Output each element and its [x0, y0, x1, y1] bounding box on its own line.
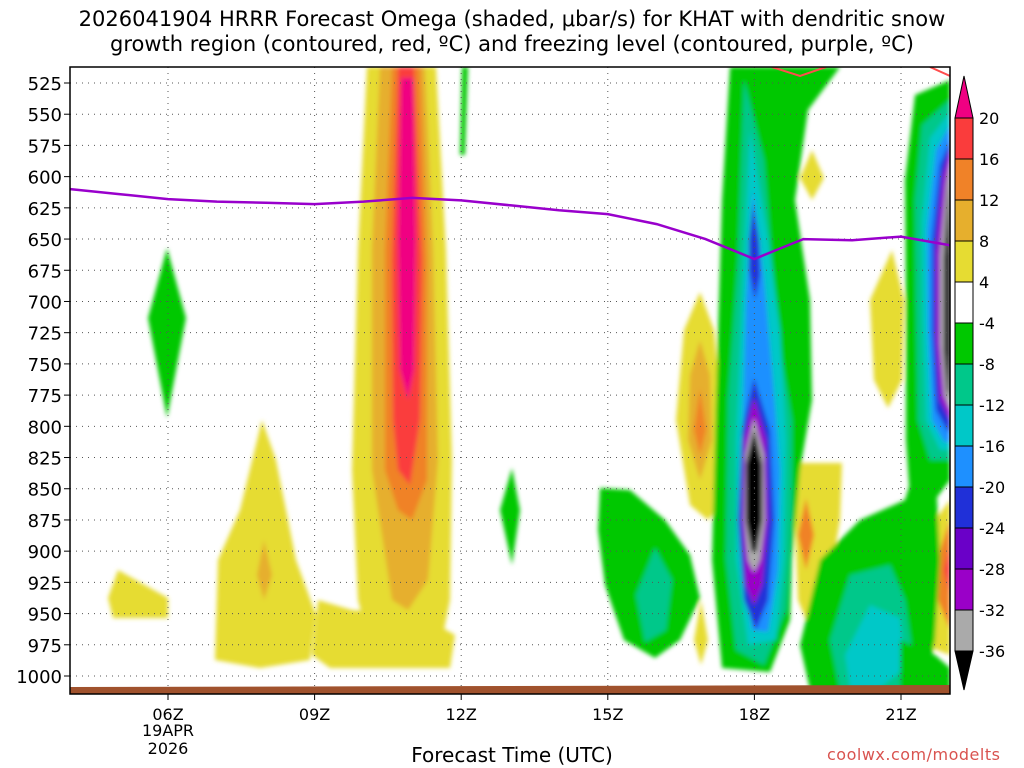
colorbar-bin	[954, 609, 974, 652]
colorbar-bin	[954, 158, 974, 201]
x-axis: 06Z 09Z 12Z 15Z 18Z 21Z	[152, 694, 917, 724]
colorbar-bin	[954, 445, 974, 488]
chart-title-line-2: growth region (contoured, red, ºC) and f…	[110, 32, 914, 56]
date-year-label: 2026	[147, 739, 189, 758]
colorbar-bin	[954, 75, 974, 119]
y-tick-label: 900	[28, 542, 62, 563]
y-tick-label: 525	[28, 74, 62, 95]
date-day-label: 19APR	[141, 721, 195, 740]
y-tick-label: 875	[28, 511, 62, 532]
colorbar-label: 16	[979, 150, 999, 169]
y-tick-label: 1000	[16, 667, 62, 688]
colorbar-bin	[954, 527, 974, 570]
x-axis-title: Forecast Time (UTC)	[411, 743, 613, 767]
x-tick-label: 06Z	[152, 705, 183, 724]
y-tick-label: 925	[28, 573, 62, 594]
surface-terrain	[70, 685, 950, 694]
credit-link[interactable]: coolwx.com/modelts	[827, 745, 1001, 764]
colorbar-bin	[954, 568, 974, 611]
y-axis: 525 550 575 600 625 650 675 700 725 750 775 800 825 8…	[16, 74, 70, 688]
y-tick-label: 725	[28, 324, 62, 345]
y-tick-label: 700	[28, 292, 62, 313]
colorbar-bin	[954, 486, 974, 529]
colorbar-label: -36	[979, 642, 1005, 661]
x-tick-label: 18Z	[739, 705, 770, 724]
y-tick-label: 825	[28, 449, 62, 470]
colorbar-label: -20	[979, 478, 1005, 497]
y-tick-label: 675	[28, 261, 62, 282]
freezing-level-line	[70, 187, 950, 261]
colorbar-bin	[954, 322, 974, 365]
colorbar-bin	[954, 117, 974, 160]
colorbar-bin	[954, 650, 974, 691]
colorbar-label: -4	[979, 314, 995, 333]
colorbar-bin	[954, 240, 974, 283]
y-tick-label: 800	[28, 417, 62, 438]
colorbar-bin	[954, 199, 974, 242]
colorbar-label: -16	[979, 437, 1005, 456]
x-tick-label: 12Z	[446, 705, 477, 724]
y-tick-label: 950	[28, 605, 62, 626]
colorbar-bin	[954, 281, 974, 324]
y-tick-label: 850	[28, 480, 62, 501]
colorbar-label: -8	[979, 355, 995, 374]
gridlines	[70, 67, 950, 694]
omega-rising-08z	[215, 420, 316, 668]
y-tick-label: 650	[28, 230, 62, 251]
y-tick-label: 750	[28, 355, 62, 376]
y-tick-label: 600	[28, 168, 62, 189]
y-tick-label: 775	[28, 386, 62, 407]
colorbar-label: 12	[979, 191, 999, 210]
colorbar-bin	[954, 363, 974, 406]
colorbar-label: 4	[979, 273, 989, 292]
y-tick-label: 575	[28, 136, 62, 157]
y-tick-label: 625	[28, 199, 62, 220]
colorbar-label: -32	[979, 601, 1005, 620]
colorbar-bin	[954, 404, 974, 447]
colorbar-label: 20	[979, 109, 999, 128]
dgz-contour-top	[771, 67, 827, 78]
x-tick-label: 09Z	[299, 705, 330, 724]
y-tick-label: 550	[28, 105, 62, 126]
colorbar-label: -12	[979, 396, 1005, 415]
omega-colorbar: 20 16 12 8 4 -4 -8 -12 -16 -20 -24 -28 -32 -36	[954, 75, 1005, 691]
y-tick-label: 975	[28, 636, 62, 657]
colorbar-label: -24	[979, 519, 1005, 538]
colorbar-label: -28	[979, 560, 1005, 579]
x-tick-label: 15Z	[592, 705, 623, 724]
chart-title-line-1: 2026041904 HRRR Forecast Omega (shaded, …	[78, 7, 946, 31]
plot-border	[69, 66, 951, 695]
x-tick-label: 21Z	[885, 705, 916, 724]
omega-shading	[108, 67, 950, 690]
colorbar-label: 8	[979, 232, 989, 251]
